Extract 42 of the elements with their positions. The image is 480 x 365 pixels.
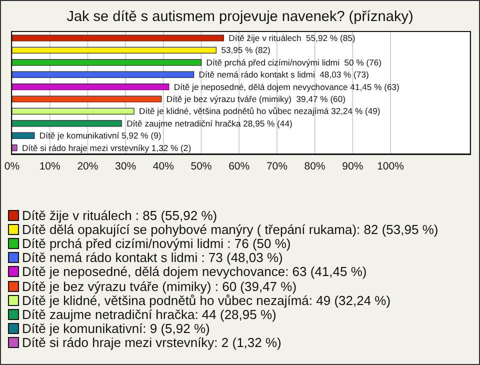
x-tick-label: 40% bbox=[152, 160, 174, 172]
chart-title: Jak se dítě s autismem projevuje navenek? (příznaky) bbox=[66, 9, 414, 25]
bar bbox=[12, 96, 162, 102]
data-label: Dítě si rádo hraje mezi vrstevníky 1,32 % (2) bbox=[22, 142, 192, 153]
data-label: Dítě je komunikativní 5,92 % (9) bbox=[39, 130, 162, 141]
x-tick-label: 100% bbox=[377, 160, 404, 172]
bar bbox=[12, 108, 134, 114]
text: Dítě je neposedné, dělá dojem nevychovance: 63 (41,45 %) bbox=[22, 264, 367, 280]
bar bbox=[12, 34, 224, 42]
bar bbox=[12, 71, 194, 78]
text: Dítě je komunikativní: 9 (5,92 %) bbox=[22, 321, 210, 336]
x-tick-label: 80% bbox=[304, 160, 326, 172]
data-label: Dítě prchá před cizími/novými lidmi 50 % (76) bbox=[206, 57, 382, 68]
x-tick-label: 90% bbox=[342, 160, 364, 172]
bar bbox=[12, 59, 202, 66]
bar bbox=[12, 46, 217, 54]
text: Dítě je klidné, většina podnětů ho vůbec nezajímá: 49 (32,24 %) bbox=[22, 292, 391, 308]
data-label: Dítě žije v rituálech 55,92 % (85) bbox=[228, 33, 356, 43]
text: Dítě prchá před cizími/novými lidmi : 76 (50 %) bbox=[22, 236, 291, 251]
text: Dítě zaujme netradiční hračka: 44 (28,95 %) bbox=[22, 306, 276, 322]
data-label: Dítě zaujme netradiční hračka 28,95 % (44) bbox=[126, 118, 292, 128]
x-tick-label: 50% bbox=[190, 160, 212, 172]
text: Dítě nemá rádo kontakt s lidmi : 73 (48,03 %) bbox=[22, 250, 283, 266]
x-tick-label: 60% bbox=[228, 160, 250, 172]
bar bbox=[12, 132, 35, 139]
x-tick-label: 30% bbox=[115, 160, 136, 172]
bar bbox=[12, 84, 170, 90]
text: Dítě si rádo hraje mezi vrstevníky: 2 (1,32 %) bbox=[22, 335, 282, 350]
text: Dítě je bez výrazu tváře (mimiky) : 60 (39,47 %) bbox=[22, 278, 297, 294]
data-label: Dítě je klidné, většina podnětů ho vůbec nezajímá 32,24 % (49) bbox=[139, 106, 380, 116]
bar bbox=[12, 120, 122, 127]
x-tick-label: 70% bbox=[266, 160, 288, 172]
text: Dítě dělá opakující se pohybové manýry ( třepání rukama): 82 (53,95 %) bbox=[22, 222, 438, 237]
data-label: Dítě nemá rádo kontakt s lidmi 48,03 % (73) bbox=[198, 70, 369, 80]
text: Dítě žije v rituálech : 85 (55,92 %) bbox=[22, 208, 218, 223]
x-tick-label: 10% bbox=[39, 160, 60, 172]
data-label: Dítě je neposedné, dělá dojem nevychovance 41,45 % (63) bbox=[174, 82, 400, 92]
data-label: Dítě je bez výrazu tváře (mimiky) 39,47 % (60) bbox=[166, 94, 346, 104]
data-label: 53,95 % (82) bbox=[221, 45, 271, 56]
x-tick-label: 20% bbox=[77, 160, 98, 172]
x-tick-label: 0% bbox=[4, 160, 20, 172]
bar bbox=[12, 144, 18, 152]
